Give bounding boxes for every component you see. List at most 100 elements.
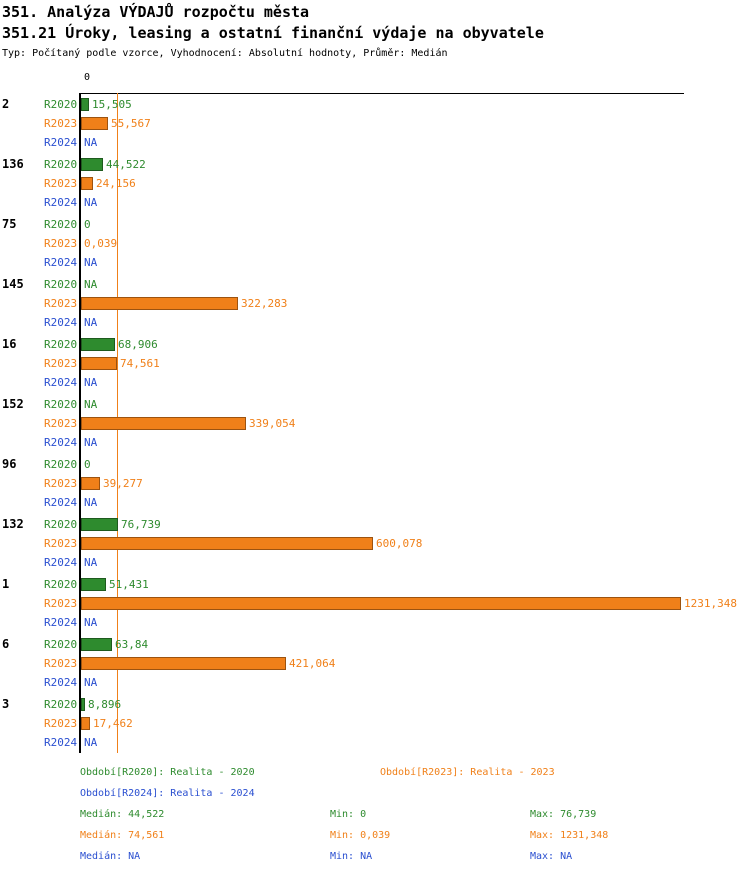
bar-r2020: [81, 518, 118, 531]
value-label-r2020: 44,522: [106, 158, 146, 171]
bar-r2023: [81, 357, 117, 370]
stat-max-r2024: Max: NA: [530, 851, 573, 862]
x-axis-zero-tick-label: 0: [84, 72, 91, 83]
page-title: 351. Analýza VÝDAJŮ rozpočtu města: [2, 3, 310, 21]
series-label-r2024: R2024: [44, 496, 78, 509]
series-label-r2023: R2023: [44, 117, 78, 130]
stat-min-r2023: Min: 0,039: [330, 830, 391, 841]
series-label-r2020: R2020: [44, 458, 78, 471]
series-label-r2023: R2023: [44, 477, 78, 490]
value-label-r2024: NA: [84, 736, 98, 749]
value-label-r2024: NA: [84, 616, 98, 629]
group-label-16: 16: [2, 337, 17, 351]
bar-r2023: [81, 117, 108, 130]
value-label-r2023: 600,078: [376, 537, 423, 550]
value-label-r2020: 63,84: [115, 638, 149, 651]
stat-median-r2024: Medián: NA: [80, 851, 141, 862]
series-label-r2023: R2023: [44, 597, 78, 610]
stat-max-r2020: Max: 76,739: [530, 809, 597, 820]
value-label-r2024: NA: [84, 316, 98, 329]
series-label-r2024: R2024: [44, 196, 78, 209]
group-label-6: 6: [2, 637, 10, 651]
value-label-r2020: 15,505: [92, 98, 132, 111]
series-label-r2020: R2020: [44, 578, 78, 591]
series-label-r2020: R2020: [44, 338, 78, 351]
value-label-r2023: 55,567: [111, 117, 151, 130]
group-label-3: 3: [2, 697, 10, 711]
series-label-r2020: R2020: [44, 518, 78, 531]
stat-median-r2020: Medián: 44,522: [80, 809, 165, 820]
series-label-r2024: R2024: [44, 136, 78, 149]
bar-r2020: [81, 698, 85, 711]
series-label-r2024: R2024: [44, 256, 78, 269]
series-label-r2024: R2024: [44, 316, 78, 329]
series-label-r2023: R2023: [44, 537, 78, 550]
series-label-r2020: R2020: [44, 638, 78, 651]
bar-r2023: [81, 477, 100, 490]
value-label-r2024: NA: [84, 496, 98, 509]
legend-r2024: Období[R2024]: Realita - 2024: [80, 788, 255, 799]
series-label-r2023: R2023: [44, 177, 78, 190]
chart-meta-note: Typ: Počítaný podle vzorce, Vyhodnocení:…: [2, 48, 448, 59]
series-label-r2020: R2020: [44, 158, 78, 171]
series-label-r2024: R2024: [44, 736, 78, 749]
value-label-r2024: NA: [84, 196, 98, 209]
stat-median-r2023: Medián: 74,561: [80, 830, 165, 841]
bar-r2023: [81, 717, 90, 730]
stat-min-r2020: Min: 0: [330, 809, 367, 820]
value-label-r2023: 24,156: [96, 177, 136, 190]
group-label-145: 145: [2, 277, 24, 291]
value-label-r2023: 39,277: [103, 477, 143, 490]
stat-min-r2024: Min: NA: [330, 851, 373, 862]
bar-r2020: [81, 98, 89, 111]
bar-r2020: [81, 158, 103, 171]
value-label-r2020: 0: [84, 218, 91, 231]
series-label-r2020: R2020: [44, 398, 78, 411]
value-label-r2020: NA: [84, 278, 98, 291]
value-label-r2020: 0: [84, 458, 91, 471]
bar-r2023: [81, 177, 93, 190]
group-label-1: 1: [2, 577, 10, 591]
series-label-r2020: R2020: [44, 218, 78, 231]
value-label-r2020: 51,431: [109, 578, 149, 591]
value-label-r2020: 76,739: [121, 518, 161, 531]
value-label-r2024: NA: [84, 436, 98, 449]
value-label-r2023: 0,039: [84, 237, 118, 250]
value-label-r2023: 1231,348: [684, 597, 737, 610]
value-label-r2023: 74,561: [120, 357, 160, 370]
series-label-r2020: R2020: [44, 278, 78, 291]
value-label-r2024: NA: [84, 556, 98, 569]
series-label-r2023: R2023: [44, 357, 78, 370]
bar-r2023: [81, 537, 373, 550]
bar-r2023: [81, 597, 681, 610]
bar-r2020: [81, 638, 112, 651]
value-label-r2020: 8,896: [88, 698, 122, 711]
value-label-r2024: NA: [84, 256, 98, 269]
series-label-r2023: R2023: [44, 417, 78, 430]
group-label-75: 75: [2, 217, 17, 231]
series-label-r2023: R2023: [44, 657, 78, 670]
chart-area: 0 2 R2020 15,505 R2023 55,567 R2024 NA 136 R2020…: [2, 72, 737, 753]
series-label-r2023: R2023: [44, 237, 78, 250]
legend-r2023: Období[R2023]: Realita - 2023: [380, 767, 555, 778]
value-label-r2024: NA: [84, 136, 98, 149]
bar-r2020: [81, 338, 115, 351]
bar-r2023: [81, 417, 246, 430]
value-label-r2023: 421,064: [289, 657, 336, 670]
value-label-r2024: NA: [84, 676, 98, 689]
series-label-r2023: R2023: [44, 717, 78, 730]
group-label-152: 152: [2, 397, 24, 411]
series-label-r2024: R2024: [44, 676, 78, 689]
y-axis-line: [79, 93, 81, 753]
series-label-r2024: R2024: [44, 436, 78, 449]
x-axis-line: [79, 93, 684, 94]
value-label-r2020: 68,906: [118, 338, 158, 351]
stat-max-r2023: Max: 1231,348: [530, 830, 609, 841]
series-label-r2024: R2024: [44, 616, 78, 629]
value-label-r2023: 322,283: [241, 297, 288, 310]
series-label-r2024: R2024: [44, 556, 78, 569]
bar-r2020: [81, 578, 106, 591]
value-label-r2023: 17,462: [93, 717, 133, 730]
group-label-136: 136: [2, 157, 24, 171]
